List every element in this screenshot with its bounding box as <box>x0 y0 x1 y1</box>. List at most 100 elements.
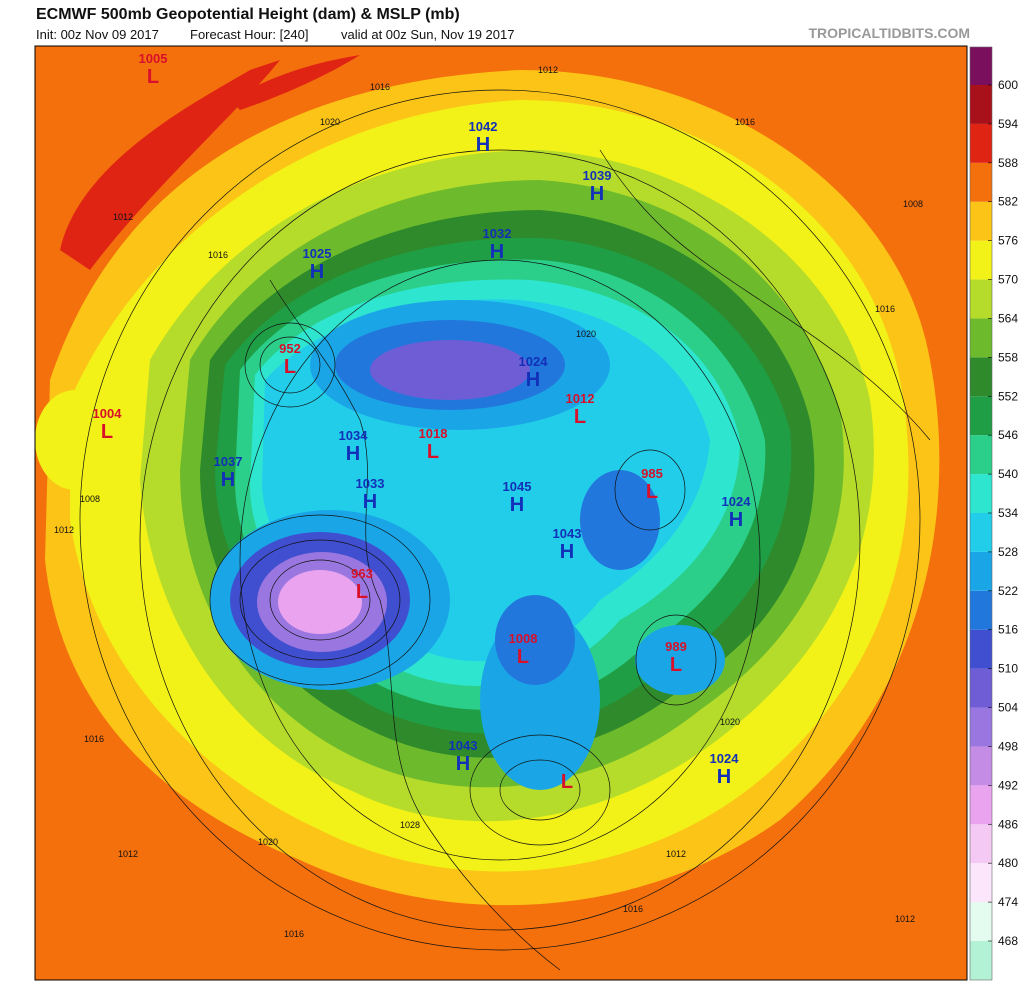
isobar-label: 1016 <box>370 82 390 92</box>
colorbar-label: 474 <box>998 895 1018 909</box>
isobar-label: 1016 <box>623 904 643 914</box>
colorbar-label: 522 <box>998 584 1018 598</box>
colorbar-segment <box>970 318 992 358</box>
center-letter: L <box>147 66 159 88</box>
colorbar-label: 546 <box>998 428 1018 442</box>
center-letter: H <box>221 469 235 491</box>
isobar-label: 1016 <box>875 304 895 314</box>
center-letter: H <box>717 766 731 788</box>
center-value: 1045 <box>503 479 532 494</box>
colorbar-segment <box>970 746 992 786</box>
colorbar-segment <box>970 435 992 475</box>
overlay: 468 474 480 486 492 498 504 510 516 522 528 534 540 5… <box>54 46 1018 981</box>
colorbar-label: 570 <box>998 273 1018 287</box>
colorbar-label: 588 <box>998 156 1018 170</box>
colorbar-label: 528 <box>998 545 1018 559</box>
center-value: 1034 <box>339 428 369 443</box>
colorbar-segment <box>970 279 992 319</box>
colorbar-segment <box>970 474 992 513</box>
colorbar-segment <box>970 668 992 708</box>
center-letter: L <box>101 421 113 443</box>
colorbar-segment <box>970 707 992 747</box>
center-value: 1008 <box>509 631 538 646</box>
colorbar-segment <box>970 902 992 941</box>
colorbar-label: 576 <box>998 234 1018 248</box>
center-value: 1042 <box>469 119 498 134</box>
isobar-label: 1012 <box>666 849 686 859</box>
isobar-label: 1020 <box>720 717 740 727</box>
colorbar-segment <box>970 201 992 241</box>
colorbar-segment <box>970 824 992 864</box>
colorbar-border <box>969 46 993 981</box>
map-border <box>34 45 968 981</box>
colorbar-label: 540 <box>998 467 1018 481</box>
colorbar-segment <box>970 357 992 397</box>
isobar-label: 1020 <box>320 117 340 127</box>
center-letter: H <box>363 491 377 513</box>
colorbar-label: 480 <box>998 856 1018 870</box>
center-value: 963 <box>351 566 373 581</box>
center-letter: L <box>356 581 368 603</box>
center-value: 1018 <box>419 426 448 441</box>
colorbar-label: 582 <box>998 195 1018 209</box>
colorbar-label: 594 <box>998 117 1018 131</box>
center-letter: H <box>310 261 324 283</box>
isobar-label: 1016 <box>735 117 755 127</box>
isobar-label: 1016 <box>284 929 304 939</box>
center-letter: L <box>574 406 586 428</box>
colorbar-segment <box>970 785 992 825</box>
colorbar-label: 534 <box>998 506 1018 520</box>
isobar-label: 1012 <box>113 212 133 222</box>
isobar-label: 1020 <box>576 329 596 339</box>
colorbar-segment <box>970 240 992 280</box>
colorbar-label: 564 <box>998 311 1018 325</box>
center-value: 1039 <box>583 168 612 183</box>
colorbar-label: 498 <box>998 739 1018 753</box>
isobar-label: 1012 <box>895 914 915 924</box>
isobar-label: 1008 <box>903 199 923 209</box>
title: ECMWF 500mb Geopotential Height (dam) & … <box>36 6 460 23</box>
center-letter: H <box>526 369 540 391</box>
center-value: 1024 <box>722 494 752 509</box>
map-field <box>35 46 967 980</box>
center-value: 985 <box>641 466 663 481</box>
colorbar-label: 516 <box>998 623 1018 637</box>
center-letter: L <box>561 771 573 793</box>
colorbar-label: 486 <box>998 817 1018 831</box>
forecast-hour: Forecast Hour: [240] <box>190 27 309 42</box>
center-letter: H <box>729 509 743 531</box>
colorbar-label: 558 <box>998 350 1018 364</box>
colorbar-segment <box>970 162 992 202</box>
center-letter: L <box>427 441 439 463</box>
center-value: 1004 <box>93 406 123 421</box>
site-name: TROPICALTIDBITS.COM <box>808 25 970 41</box>
colorbar-segment <box>970 590 992 630</box>
center-letter: H <box>476 134 490 156</box>
colorbar-label: 510 <box>998 662 1018 676</box>
center-value: 1043 <box>449 738 478 753</box>
colorbar-segment <box>970 863 992 903</box>
center-letter: L <box>517 646 529 668</box>
colorbar-label: 492 <box>998 778 1018 792</box>
center-value: 1033 <box>356 476 385 491</box>
center-letter: H <box>456 753 470 775</box>
isobar-label: 1012 <box>538 65 558 75</box>
isobar-label: 1016 <box>208 250 228 260</box>
colorbar-segment <box>970 123 992 163</box>
colorbar-segment <box>970 941 992 980</box>
colorbar-segment <box>970 551 992 591</box>
colorbar-segment <box>970 85 992 124</box>
valid-time: valid at 00z Sun, Nov 19 2017 <box>341 27 514 42</box>
center-value: 1032 <box>483 226 512 241</box>
center-letter: L <box>670 654 682 676</box>
center-value: 1025 <box>303 246 332 261</box>
center-value: 1005 <box>139 51 168 66</box>
center-letter: H <box>590 183 604 205</box>
init-time: Init: 00z Nov 09 2017 <box>36 27 159 42</box>
colorbar-segment <box>970 629 992 669</box>
center-letter: H <box>560 541 574 563</box>
center-letter: L <box>646 481 658 503</box>
isobar-label: 1012 <box>118 849 138 859</box>
center-value: 1037 <box>214 454 243 469</box>
